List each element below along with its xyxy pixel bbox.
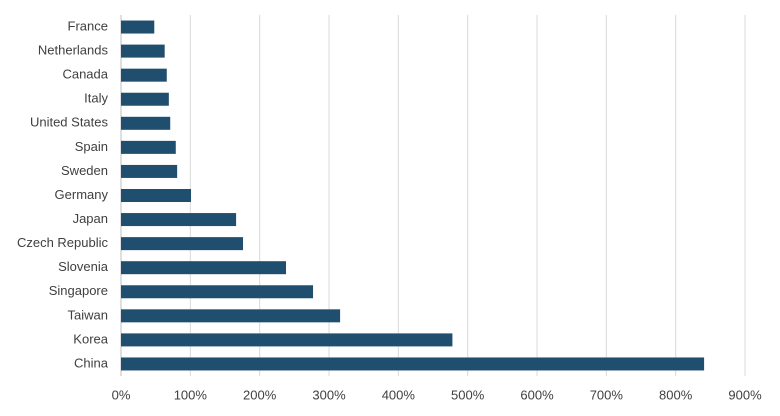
x-tick-label: 500%	[451, 387, 485, 402]
bar	[121, 309, 341, 323]
bar	[121, 44, 165, 58]
bar	[121, 357, 705, 371]
bar	[121, 333, 453, 347]
bar	[121, 285, 314, 299]
y-tick-label: United States	[30, 115, 109, 130]
y-tick-label: Czech Republic	[17, 235, 109, 250]
bar	[121, 164, 178, 178]
x-tick-label: 200%	[243, 387, 277, 402]
bar	[121, 20, 155, 34]
bar	[121, 68, 167, 82]
y-tick-label: Netherlands	[38, 43, 109, 58]
bar	[121, 189, 192, 202]
x-tick-label: 600%	[520, 387, 554, 402]
x-tick-label: 400%	[382, 387, 416, 402]
y-tick-label: Italy	[84, 91, 108, 106]
y-tick-label: Spain	[75, 139, 108, 154]
y-tick-label: Singapore	[49, 283, 108, 298]
x-tick-label: 0%	[112, 387, 131, 402]
x-tick-label: 300%	[312, 387, 346, 402]
y-tick-label: Japan	[73, 211, 108, 226]
y-tick-label: Slovenia	[58, 259, 109, 274]
bar	[121, 237, 244, 251]
bar	[121, 116, 171, 130]
x-tick-label: 100%	[174, 387, 208, 402]
bar	[121, 92, 169, 106]
x-tick-label: 700%	[590, 387, 624, 402]
y-tick-label: Taiwan	[68, 307, 108, 322]
bar	[121, 213, 237, 227]
y-tick-label: Sweden	[61, 163, 108, 178]
y-tick-label: France	[68, 18, 108, 33]
y-tick-label: Korea	[73, 331, 108, 346]
bar	[121, 140, 176, 154]
y-tick-label: Germany	[55, 187, 109, 202]
bar	[121, 261, 287, 275]
x-tick-label: 800%	[659, 387, 693, 402]
x-tick-label: 900%	[728, 387, 762, 402]
y-tick-label: Canada	[62, 67, 108, 82]
y-tick-label: China	[74, 355, 109, 370]
